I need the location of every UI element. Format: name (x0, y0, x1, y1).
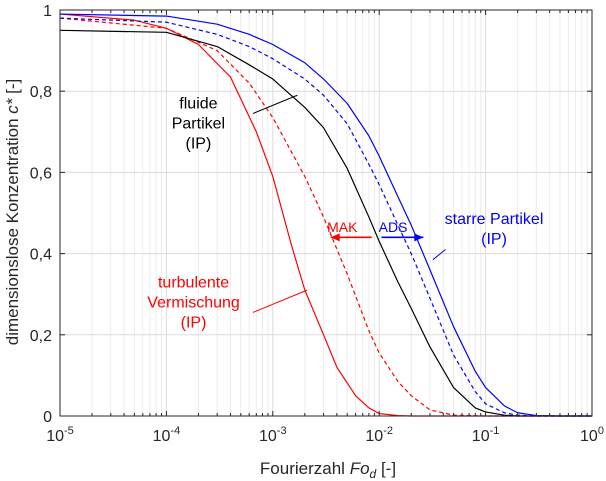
annotation-pointer-fluide (252, 94, 298, 114)
tick-marks (59, 9, 592, 417)
annotation-turbulente-line: Vermischung (147, 294, 240, 311)
annotation-pointer-starre (432, 249, 446, 261)
ads-arrow-head (414, 233, 424, 242)
annotation-turbulente-line: (IP) (181, 314, 207, 331)
annotation-fluide-line: fluide (179, 96, 217, 113)
y-tick-label: 0,6 (30, 165, 52, 182)
annotation-fluide-line: (IP) (186, 136, 212, 153)
series-line-fluide-partikel (59, 29, 592, 417)
tick-labels: 10-5 10-4 10-3 10-2 10-1 100 0 0,2 0,4 0,6 0,8 1 (30, 3, 604, 445)
y-tick-label: 1 (43, 3, 52, 20)
annotation-pointer-turbulente (252, 289, 308, 313)
x-tick-label: 100 (580, 425, 604, 445)
mak-arrow-head (330, 233, 340, 242)
annotation-mak-line: MAK (327, 219, 358, 235)
series-line-starre-dashed (59, 17, 592, 417)
annotation-starre-line: (IP) (481, 231, 507, 248)
annotation-starre-line: starre Partikel (445, 211, 544, 228)
y-tick-label: 0,2 (30, 328, 52, 345)
annotation-turbulente-line: turbulente (158, 274, 229, 291)
x-tick-label: 10-1 (472, 425, 500, 445)
y-tick-label: 0 (43, 409, 52, 426)
x-tick-label: 10-5 (46, 425, 74, 445)
x-tick-label: 10-4 (153, 425, 181, 445)
y-tick-label: 0,4 (30, 247, 52, 264)
x-axis-label: Fourierzahl Fod [-] (260, 459, 396, 481)
annotation-fluide-line: Partikel (172, 116, 225, 133)
annotation-ads-line: ADS (379, 219, 408, 235)
y-axis-label: dimensionslose Konzentration c* [-] (3, 79, 22, 346)
y-tick-label: 0,8 (30, 84, 52, 101)
x-tick-label: 10-3 (259, 425, 287, 445)
annotations: fluide Partikel (IP) starre Partikel (IP) tur… (147, 94, 544, 331)
axes-frame (59, 9, 593, 417)
series-line-starre-partikel (59, 13, 592, 417)
series-line-turbulent-dashed (59, 17, 592, 417)
x-tick-label: 10-2 (365, 425, 393, 445)
